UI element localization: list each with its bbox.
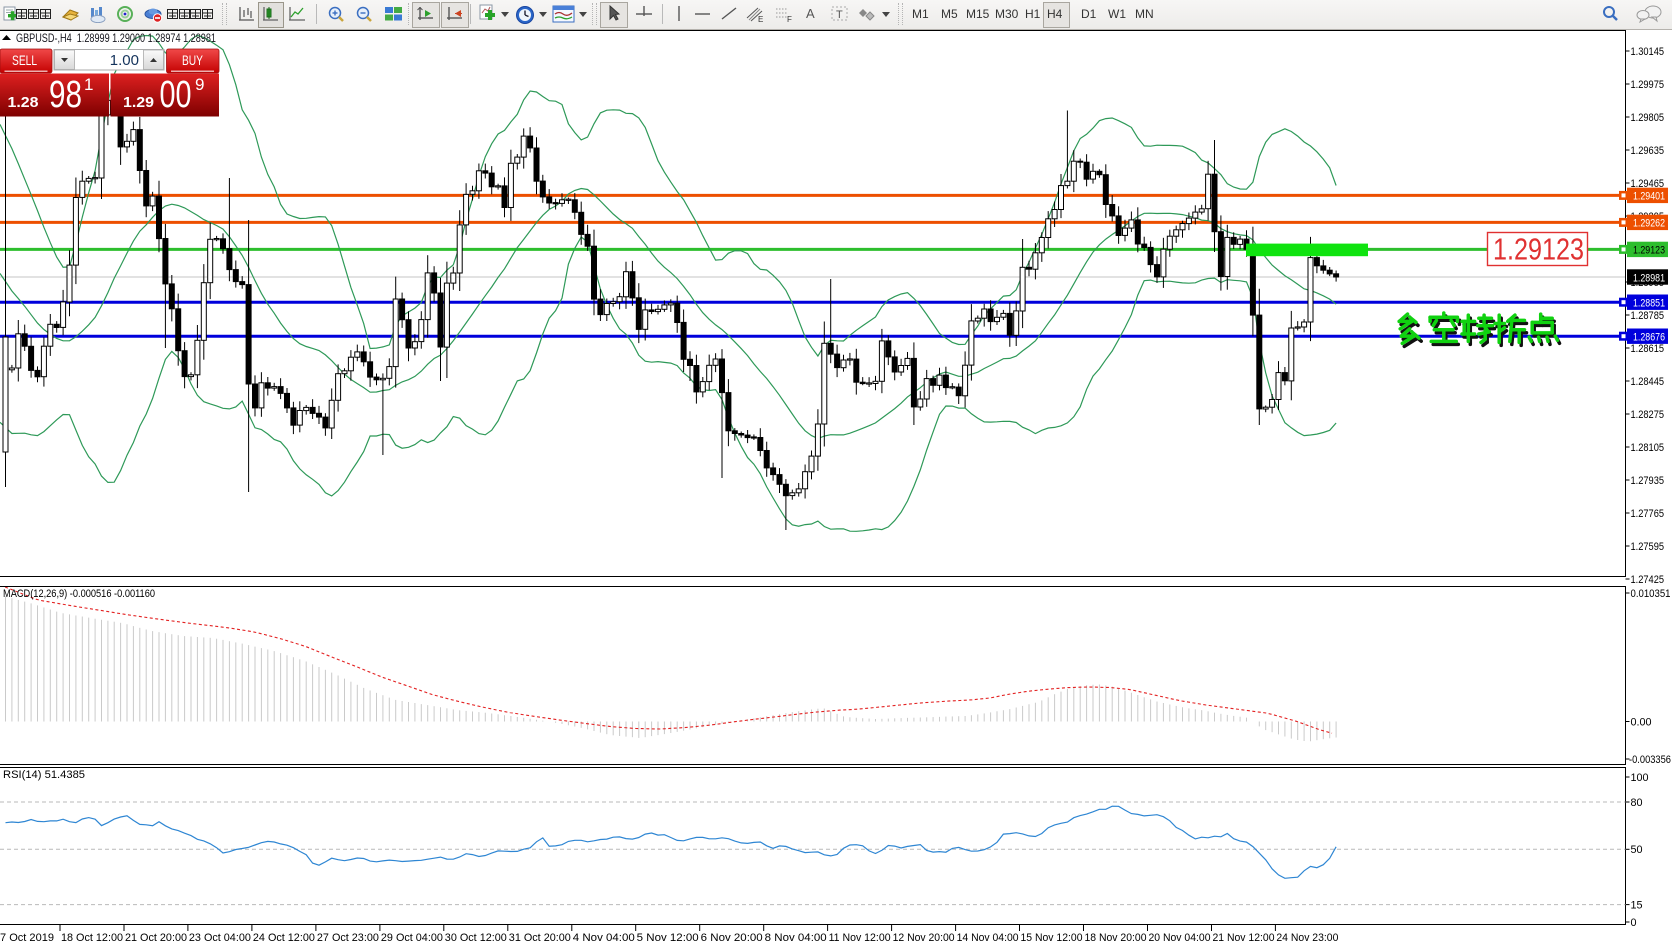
svg-text:E: E — [758, 15, 763, 24]
svg-text:1.28615: 1.28615 — [1631, 343, 1665, 355]
svg-text:1.27765: 1.27765 — [1631, 508, 1665, 520]
svg-text:14 Nov 04:00: 14 Nov 04:00 — [957, 932, 1019, 944]
svg-text:0.00: 0.00 — [1631, 716, 1652, 728]
svg-text:1.28785: 1.28785 — [1631, 310, 1665, 322]
svg-text:18 Oct 12:00: 18 Oct 12:00 — [61, 932, 123, 944]
svg-text:31 Oct 20:00: 31 Oct 20:00 — [509, 932, 571, 944]
svg-text:T: T — [836, 9, 843, 21]
svg-text:23 Oct 04:00: 23 Oct 04:00 — [189, 932, 251, 944]
svg-text:0: 0 — [1631, 917, 1637, 929]
svg-text:1: 1 — [84, 75, 93, 94]
svg-text:BUY: BUY — [182, 53, 203, 68]
svg-text:1.27935: 1.27935 — [1631, 475, 1665, 487]
svg-text:9: 9 — [195, 75, 204, 94]
svg-text:7 Oct 2019: 7 Oct 2019 — [0, 932, 54, 944]
svg-text:1.30145: 1.30145 — [1631, 46, 1665, 58]
svg-text:0.010351: 0.010351 — [1631, 588, 1671, 600]
svg-text:24 Oct 12:00: 24 Oct 12:00 — [253, 932, 315, 944]
svg-text:1.28105: 1.28105 — [1631, 442, 1665, 454]
svg-text:24 Nov 23:00: 24 Nov 23:00 — [1276, 932, 1338, 944]
svg-text:RSI(14) 51.4385: RSI(14) 51.4385 — [3, 769, 85, 781]
svg-text:GBPUSD-,H4 1.28999 1.29000 1.: GBPUSD-,H4 1.28999 1.29000 1.28974 1.289… — [16, 31, 216, 45]
svg-text:1.29401: 1.29401 — [1633, 191, 1665, 203]
svg-text:1.00: 1.00 — [110, 52, 139, 69]
svg-text:SELL: SELL — [12, 53, 37, 68]
svg-text:21 Oct 20:00: 21 Oct 20:00 — [125, 932, 187, 944]
svg-text:20 Nov 04:00: 20 Nov 04:00 — [1149, 932, 1211, 944]
svg-text:29 Oct 04:00: 29 Oct 04:00 — [381, 932, 443, 944]
svg-text:1.29262: 1.29262 — [1633, 218, 1665, 230]
svg-text:50: 50 — [1631, 844, 1643, 856]
svg-text:1.28676: 1.28676 — [1633, 332, 1665, 344]
svg-text:1.29: 1.29 — [123, 94, 154, 111]
svg-text:21 Nov 12:00: 21 Nov 12:00 — [1213, 932, 1275, 944]
svg-text:1.28: 1.28 — [8, 94, 39, 111]
svg-text:15 Nov 12:00: 15 Nov 12:00 — [1021, 932, 1083, 944]
svg-text:1.28851: 1.28851 — [1633, 298, 1665, 310]
svg-text:1.29123: 1.29123 — [1493, 232, 1584, 267]
svg-text:1.29805: 1.29805 — [1631, 112, 1665, 124]
svg-text:4 Nov 04:00: 4 Nov 04:00 — [573, 932, 635, 944]
svg-text:1.29123: 1.29123 — [1633, 245, 1665, 257]
svg-text:11 Nov 12:00: 11 Nov 12:00 — [829, 932, 891, 944]
svg-text:100: 100 — [1631, 772, 1649, 784]
svg-text:1.29635: 1.29635 — [1631, 145, 1665, 157]
svg-text:27 Oct 23:00: 27 Oct 23:00 — [317, 932, 379, 944]
svg-text:1.28275: 1.28275 — [1631, 409, 1665, 421]
svg-text:00: 00 — [160, 74, 192, 116]
svg-text:1.27425: 1.27425 — [1631, 574, 1665, 586]
svg-text:1.27595: 1.27595 — [1631, 541, 1665, 553]
svg-text:12 Nov 20:00: 12 Nov 20:00 — [893, 932, 955, 944]
svg-text:1.28445: 1.28445 — [1631, 376, 1665, 388]
svg-text:98: 98 — [49, 74, 82, 116]
svg-text:1.29975: 1.29975 — [1631, 79, 1665, 91]
svg-text:15: 15 — [1631, 899, 1643, 911]
svg-text:5 Nov 12:00: 5 Nov 12:00 — [637, 932, 699, 944]
svg-text:MACD(12,26,9) -0.000516 -0.001: MACD(12,26,9) -0.000516 -0.001160 — [3, 588, 155, 600]
svg-text:18 Nov 20:00: 18 Nov 20:00 — [1085, 932, 1147, 944]
svg-text:F: F — [787, 15, 792, 24]
svg-text:80: 80 — [1631, 797, 1643, 809]
svg-text:6 Nov 20:00: 6 Nov 20:00 — [701, 932, 763, 944]
svg-text:8 Nov 04:00: 8 Nov 04:00 — [765, 932, 827, 944]
svg-text:-0.003356: -0.003356 — [1629, 754, 1671, 766]
svg-text:1.28981: 1.28981 — [1633, 272, 1665, 284]
svg-text:1.29465: 1.29465 — [1631, 178, 1665, 190]
svg-text:30 Oct 12:00: 30 Oct 12:00 — [445, 932, 507, 944]
